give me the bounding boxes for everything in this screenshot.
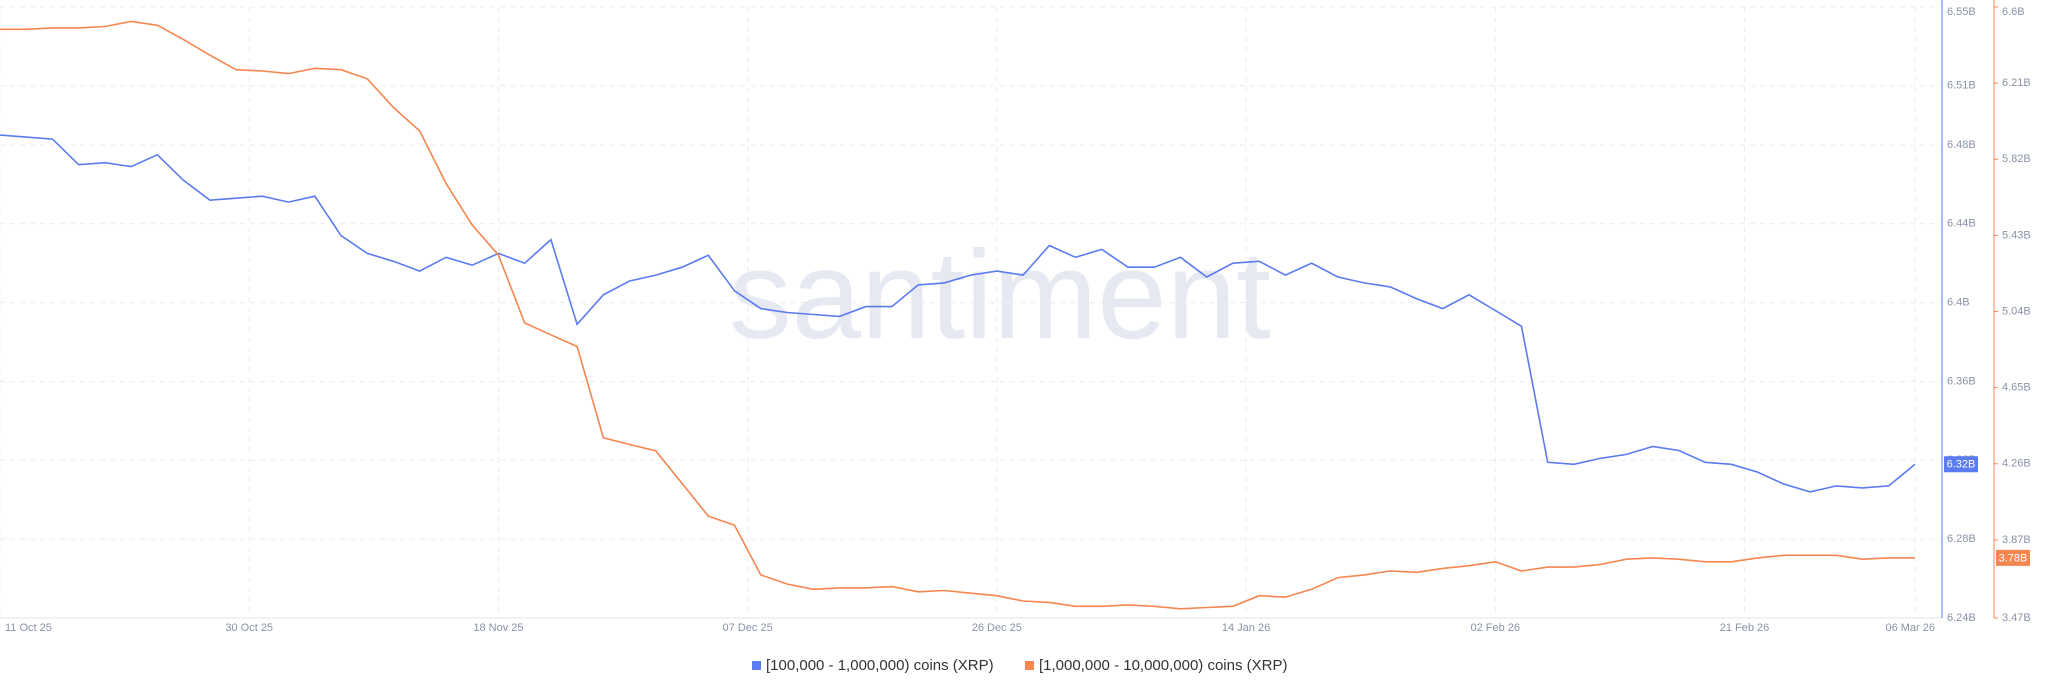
y-tick-label: 6.55B (1947, 6, 1976, 18)
value-badge (1996, 549, 2030, 566)
y2-tick-label: 3.47B (2002, 612, 2031, 624)
y2-tick-label: 5.43B (2002, 229, 2031, 241)
x-tick-label: 30 Oct 25 (225, 622, 273, 634)
x-tick-label: 26 Dec 25 (972, 622, 1022, 634)
y-tick-label: 6.48B (1947, 139, 1976, 151)
y2-tick-label: 6.6B (2002, 6, 2025, 18)
y2-tick-label: 4.26B (2002, 458, 2031, 470)
series-line (0, 20, 1915, 610)
y2-tick-label: 6.21B (2002, 77, 2031, 89)
legend-label: [1,000,000 - 10,000,000) coins (XRP) (1039, 657, 1287, 674)
x-tick-label: 02 Feb 26 (1471, 622, 1521, 634)
watermark: santiment (729, 226, 1271, 365)
legend-swatch (1025, 661, 1034, 670)
x-tick-label: 21 Feb 26 (1720, 622, 1770, 634)
y2-tick-label: 5.82B (2002, 153, 2031, 165)
y-tick-label: 6.4B (1947, 297, 1970, 309)
y-tick-label: 6.44B (1947, 218, 1976, 230)
y2-tick-label: 4.65B (2002, 382, 2031, 394)
y2-tick-label: 3.87B (2002, 534, 2031, 546)
y-tick-label: 6.28B (1947, 533, 1976, 545)
value-badge-label: 6.32B (1947, 459, 1976, 471)
x-tick-label: 07 Dec 25 (723, 622, 773, 634)
value-badge-label: 3.78B (1999, 552, 2028, 564)
y-tick-label: 6.36B (1947, 375, 1976, 387)
legend-label: [100,000 - 1,000,000) coins (XRP) (766, 657, 994, 674)
x-tick-label: 18 Nov 25 (473, 622, 523, 634)
y-tick-label: 6.24B (1947, 612, 1976, 624)
y-tick-label: 6.51B (1947, 80, 1976, 92)
y2-tick-label: 5.04B (2002, 305, 2031, 317)
value-badge (1944, 456, 1978, 473)
series-line (0, 134, 1916, 493)
x-tick-label: 06 Mar 26 (1885, 622, 1935, 634)
legend-swatch (752, 661, 761, 670)
x-tick-label: 11 Oct 25 (5, 622, 52, 634)
x-tick-label: 14 Jan 26 (1222, 622, 1270, 634)
